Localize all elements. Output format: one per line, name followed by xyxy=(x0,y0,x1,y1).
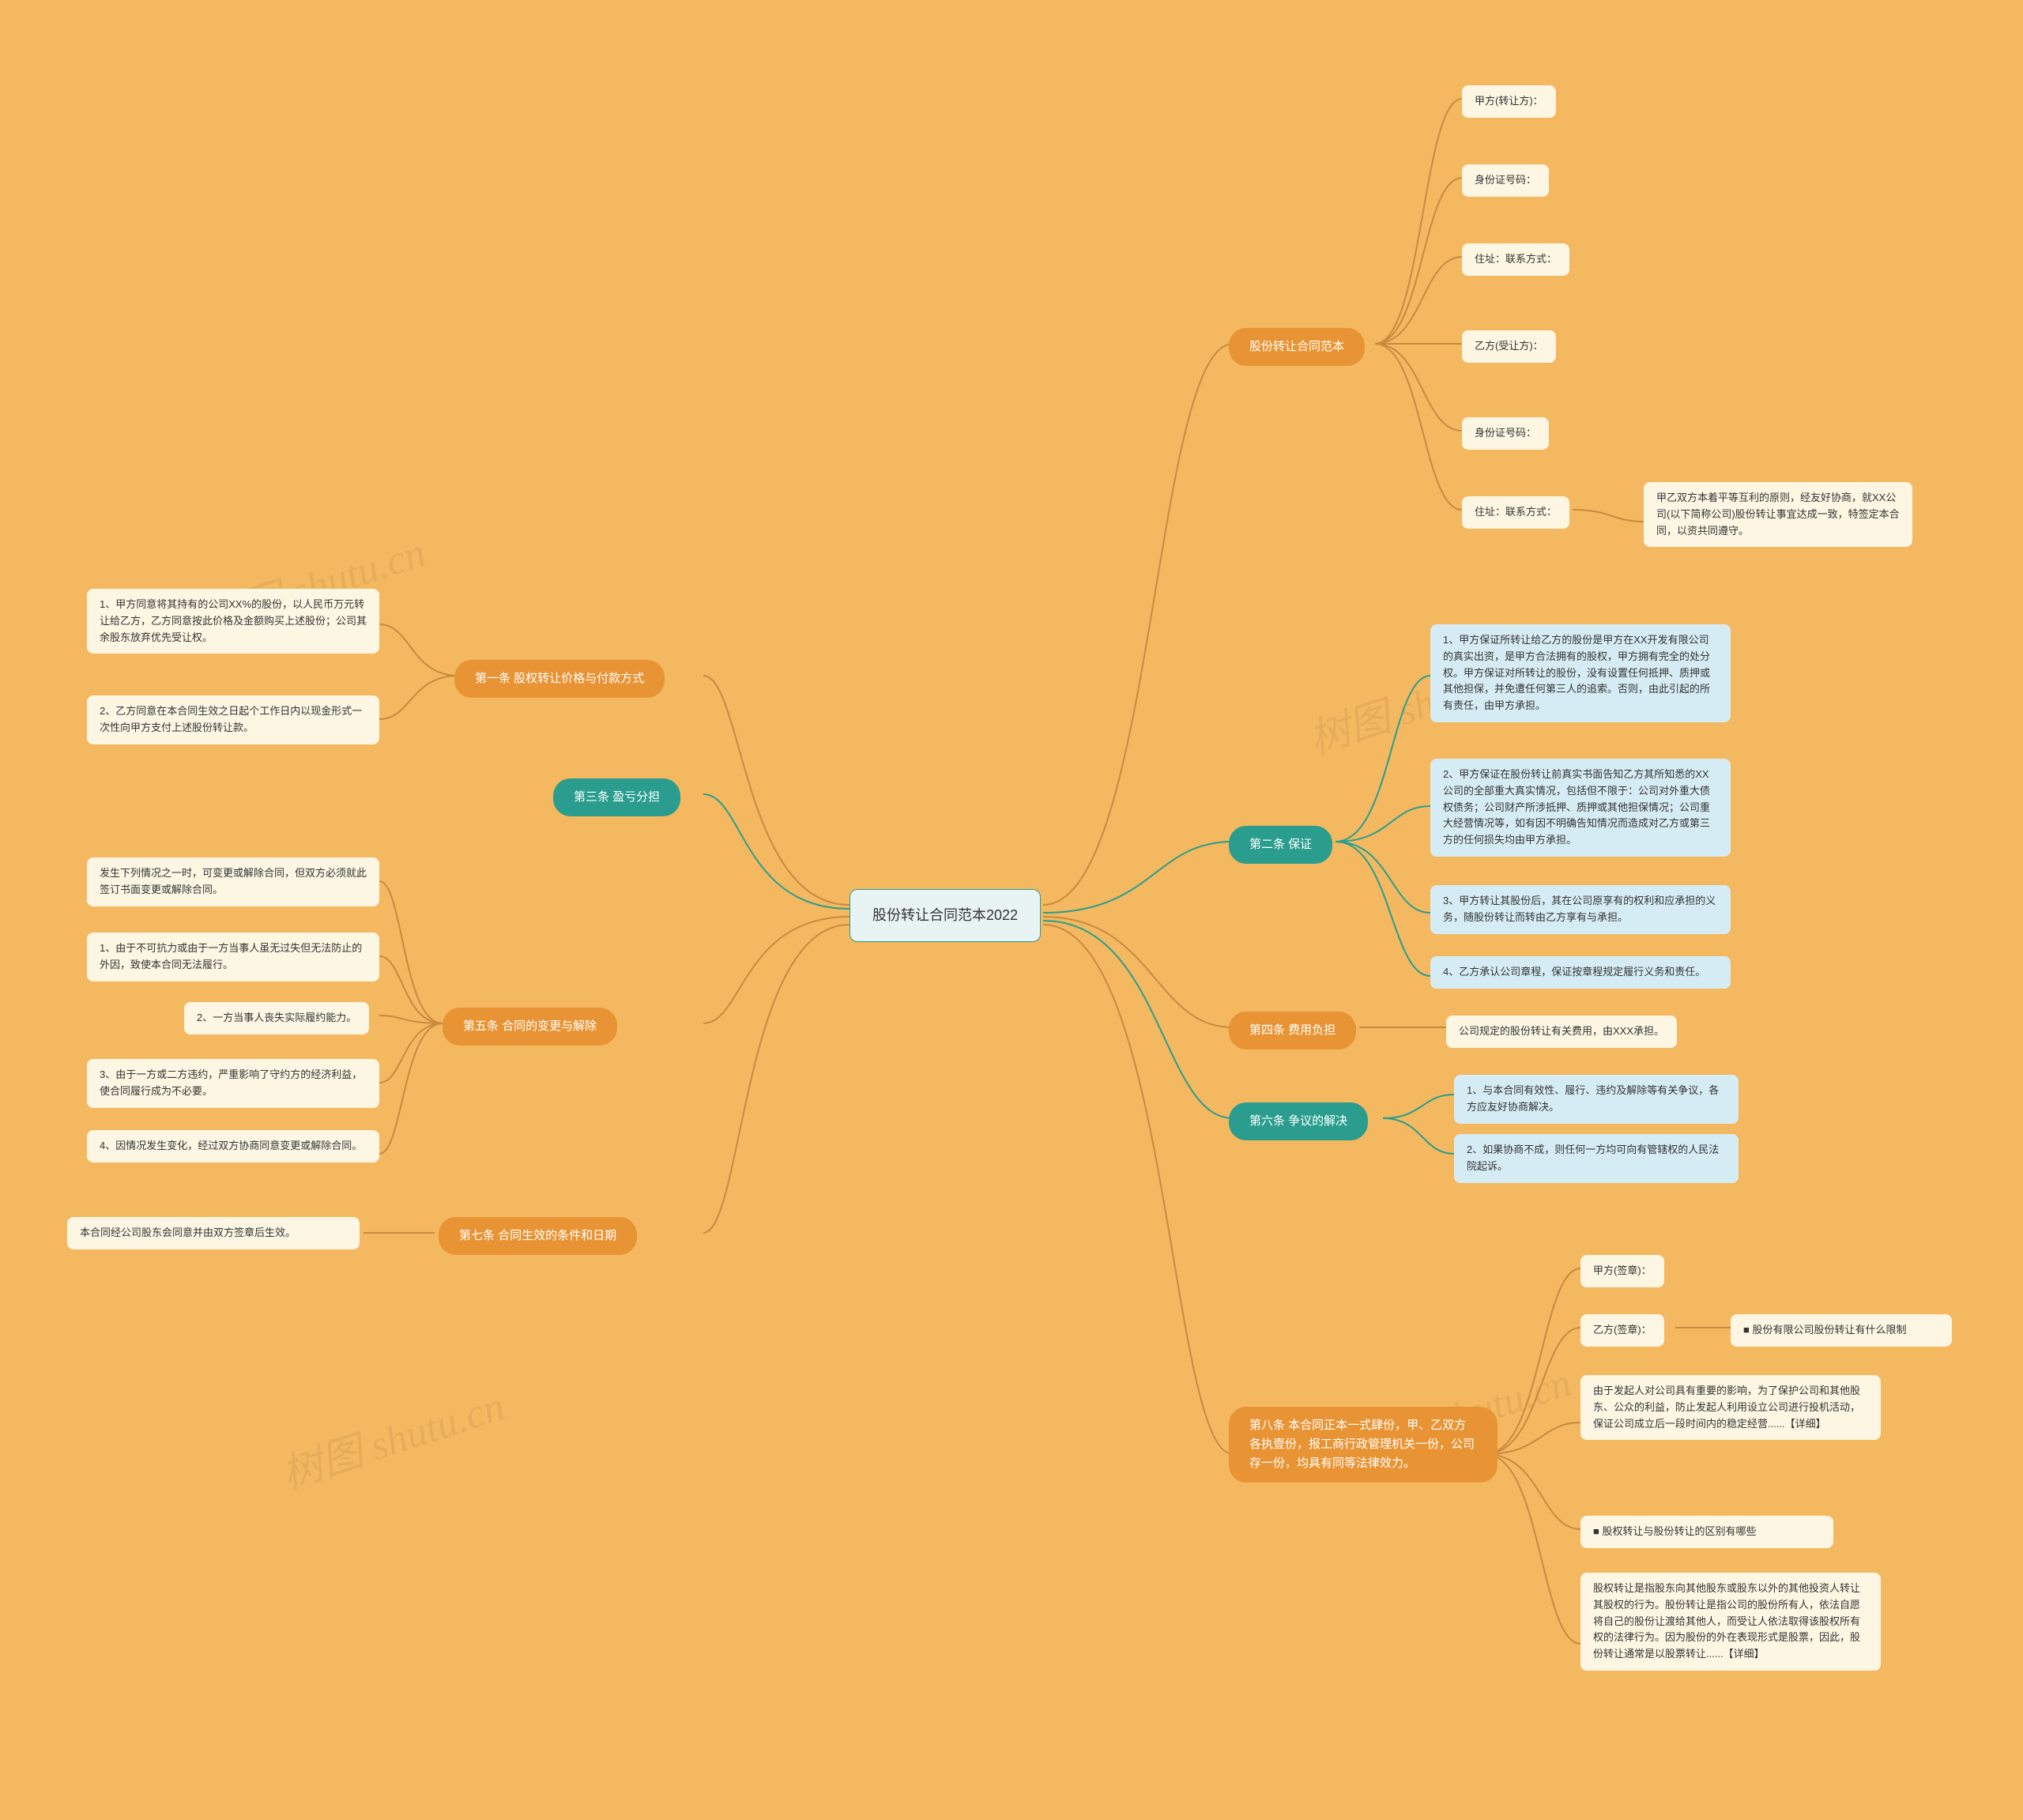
branch-template[interactable]: 股份转让合同范本 xyxy=(1229,328,1365,366)
branch-art4[interactable]: 第四条 费用负担 xyxy=(1229,1012,1356,1049)
leaf-art6-1: 1、与本合同有效性、履行、违约及解除等有关争议，各方应友好协商解决。 xyxy=(1454,1075,1739,1124)
leaf-addr-b: 住址：联系方式： xyxy=(1462,496,1569,529)
leaf-id-a: 身份证号码： xyxy=(1462,164,1549,197)
leaf-party-b: 乙方(受让方)： xyxy=(1462,330,1556,363)
leaf-art2-1: 1、甲方保证所转让给乙方的股份是甲方在XX开发有限公司的真实出资，是甲方合法拥有… xyxy=(1430,624,1731,722)
branch-art5[interactable]: 第五条 合同的变更与解除 xyxy=(443,1008,617,1046)
leaf-art6-2: 2、如果协商不成，则任何一方均可向有管辖权的人民法院起诉。 xyxy=(1454,1134,1739,1183)
leaf-art2-2: 2、甲方保证在股份转让前真实书面告知乙方其所知悉的XX公司的全部重大真实情况，包… xyxy=(1430,759,1731,857)
branch-art6[interactable]: 第六条 争议的解决 xyxy=(1229,1102,1368,1140)
branch-art2[interactable]: 第二条 保证 xyxy=(1229,826,1332,864)
branch-art8[interactable]: 第八条 本合同正本一式肆份，甲、乙双方各执壹份，报工商行政管理机关一份，公司存一… xyxy=(1229,1407,1497,1483)
branch-art3[interactable]: 第三条 盈亏分担 xyxy=(553,778,680,816)
root-node[interactable]: 股份转让合同范本2022 xyxy=(850,889,1041,942)
leaf-art5-0: 发生下列情况之一时，可变更或解除合同，但双方必须就此签订书面变更或解除合同。 xyxy=(87,857,379,906)
leaf-art5-3: 3、由于一方或二方违约，严重影响了守约方的经济利益，使合同履行成为不必要。 xyxy=(87,1059,379,1108)
leaf-addr-a: 住址：联系方式： xyxy=(1462,243,1569,276)
watermark: 树图 shutu.cn xyxy=(273,1373,511,1500)
leaf-art5-2: 2、一方当事人丧失实际履约能力。 xyxy=(184,1002,369,1034)
leaf-art1-1: 1、甲方同意将其持有的公司XX%的股份，以人民币万元转让给乙方，乙方同意按此价格… xyxy=(87,589,379,654)
leaf-party-a: 甲方(转让方)： xyxy=(1462,85,1556,118)
leaf-art8-3: 由于发起人对公司具有重要的影响，为了保护公司和其他股东、公众的利益，防止发起人利… xyxy=(1580,1375,1881,1440)
leaf-art8-1: 甲方(签章)： xyxy=(1580,1255,1664,1287)
leaf-art8-2a: ■ 股份有限公司股份转让有什么限制 xyxy=(1731,1314,1952,1347)
branch-art1[interactable]: 第一条 股权转让价格与付款方式 xyxy=(454,660,665,698)
leaf-art5-1: 1、由于不可抗力或由于一方当事人虽无过失但无法防止的外因，致使本合同无法履行。 xyxy=(87,933,379,982)
leaf-id-b: 身份证号码： xyxy=(1462,417,1549,450)
leaf-preamble: 甲乙双方本着平等互利的原则，经友好协商，就XX公司(以下简称公司)股份转让事宜达… xyxy=(1644,482,1912,547)
leaf-art7-1: 本合同经公司股东会同意并由双方签章后生效。 xyxy=(67,1217,360,1249)
leaf-art1-2: 2、乙方同意在本合同生效之日起个工作日内以现金形式一次性向甲方支付上述股份转让款… xyxy=(87,695,379,744)
leaf-art4-1: 公司规定的股份转让有关费用，由XXX承担。 xyxy=(1446,1016,1677,1048)
leaf-art5-4: 4、因情况发生变化，经过双方协商同意变更或解除合同。 xyxy=(87,1130,379,1162)
leaf-art2-4: 4、乙方承认公司章程，保证按章程规定履行义务和责任。 xyxy=(1430,956,1731,989)
branch-art7[interactable]: 第七条 合同生效的条件和日期 xyxy=(439,1217,637,1255)
leaf-art8-4: ■ 股权转让与股份转让的区别有哪些 xyxy=(1580,1516,1833,1548)
leaf-art2-3: 3、甲方转让其股份后，其在公司原享有的权利和应承担的义务，随股份转让而转由乙方享… xyxy=(1430,885,1731,934)
leaf-art8-2: 乙方(签章)： xyxy=(1580,1314,1664,1347)
leaf-art8-5: 股权转让是指股东向其他股东或股东以外的其他投资人转让其股权的行为。股份转让是指公… xyxy=(1580,1573,1881,1671)
